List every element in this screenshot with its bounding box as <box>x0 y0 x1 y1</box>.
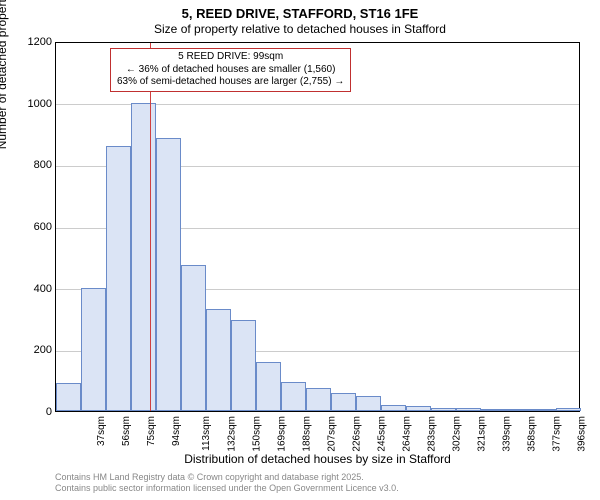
y-tick-label: 600 <box>12 221 52 233</box>
x-tick-label: 150sqm <box>251 416 262 452</box>
histogram-bar <box>281 382 306 411</box>
x-tick-label: 188sqm <box>301 416 312 452</box>
x-tick-label: 37sqm <box>96 416 107 446</box>
x-tick-label: 245sqm <box>376 416 387 452</box>
x-tick-label: 339sqm <box>501 416 512 452</box>
chart-title-main: 5, REED DRIVE, STAFFORD, ST16 1FE <box>0 6 600 21</box>
histogram-bar <box>181 265 206 411</box>
y-tick-label: 1200 <box>12 36 52 48</box>
x-tick-label: 358sqm <box>526 416 537 452</box>
histogram-bar <box>406 406 431 411</box>
y-tick-label: 1000 <box>12 98 52 110</box>
x-tick-label: 302sqm <box>451 416 462 452</box>
y-tick-label: 200 <box>12 344 52 356</box>
property-marker-line <box>150 43 151 411</box>
x-tick-label: 75sqm <box>146 416 157 446</box>
histogram-bar <box>306 388 331 411</box>
histogram-bar <box>156 138 181 411</box>
histogram-bar <box>531 409 556 411</box>
histogram-bar <box>56 383 81 411</box>
x-tick-label: 283sqm <box>426 416 437 452</box>
footer-line2: Contains public sector information licen… <box>55 483 399 494</box>
histogram-bar <box>556 408 581 411</box>
chart-container: 5, REED DRIVE, STAFFORD, ST16 1FE Size o… <box>0 0 600 500</box>
histogram-bar <box>481 409 506 411</box>
histogram-bar <box>456 408 481 411</box>
footer-line1: Contains HM Land Registry data © Crown c… <box>55 472 399 483</box>
chart-title-sub: Size of property relative to detached ho… <box>0 22 600 36</box>
x-tick-label: 264sqm <box>401 416 412 452</box>
y-tick-label: 400 <box>12 283 52 295</box>
annotation-box: 5 REED DRIVE: 99sqm ← 36% of detached ho… <box>110 48 351 92</box>
histogram-bar <box>506 409 531 411</box>
x-axis-label: Distribution of detached houses by size … <box>55 452 580 466</box>
plot-area <box>55 42 580 412</box>
histogram-bar <box>131 103 156 411</box>
x-tick-label: 113sqm <box>200 416 211 451</box>
histogram-bar <box>356 396 381 411</box>
x-tick-label: 207sqm <box>326 416 337 452</box>
x-tick-label: 56sqm <box>121 416 132 446</box>
annotation-line1: 5 REED DRIVE: 99sqm <box>117 51 344 64</box>
footer-text: Contains HM Land Registry data © Crown c… <box>55 472 399 494</box>
histogram-bar <box>331 393 356 412</box>
x-tick-label: 377sqm <box>551 416 562 452</box>
x-tick-label: 321sqm <box>476 416 487 452</box>
histogram-bar <box>256 362 281 411</box>
x-tick-label: 396sqm <box>576 416 587 452</box>
histogram-bar <box>206 309 231 411</box>
histogram-bar <box>231 320 256 411</box>
histogram-bar <box>381 405 406 411</box>
histogram-bar <box>106 146 131 411</box>
annotation-line2: ← 36% of detached houses are smaller (1,… <box>117 64 344 77</box>
x-tick-label: 226sqm <box>351 416 362 452</box>
y-axis-label: Number of detached properties <box>0 0 9 149</box>
x-tick-label: 169sqm <box>276 416 287 452</box>
histogram-bar <box>81 288 106 411</box>
y-tick-label: 800 <box>12 159 52 171</box>
annotation-line3: 63% of semi-detached houses are larger (… <box>117 76 344 89</box>
y-tick-label: 0 <box>12 406 52 418</box>
x-tick-label: 132sqm <box>226 416 237 452</box>
histogram-bar <box>431 408 456 411</box>
x-tick-label: 94sqm <box>171 416 182 446</box>
